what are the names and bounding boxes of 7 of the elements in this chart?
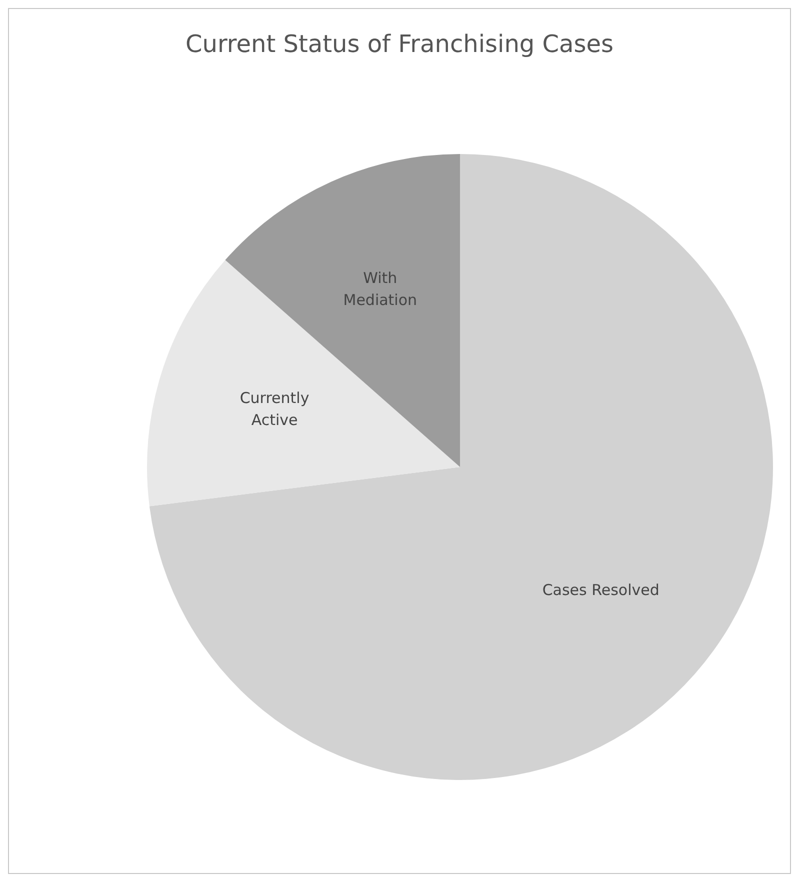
slice-label: Currently Active xyxy=(240,389,310,430)
slice-label: Cases Resolved xyxy=(542,581,660,600)
pie-slice xyxy=(149,154,773,780)
pie-slice xyxy=(147,260,460,506)
slice-label: With Mediation xyxy=(343,269,418,310)
chart-title: Current Status of Franchising Cases xyxy=(185,30,614,58)
pie-slice xyxy=(225,154,460,467)
